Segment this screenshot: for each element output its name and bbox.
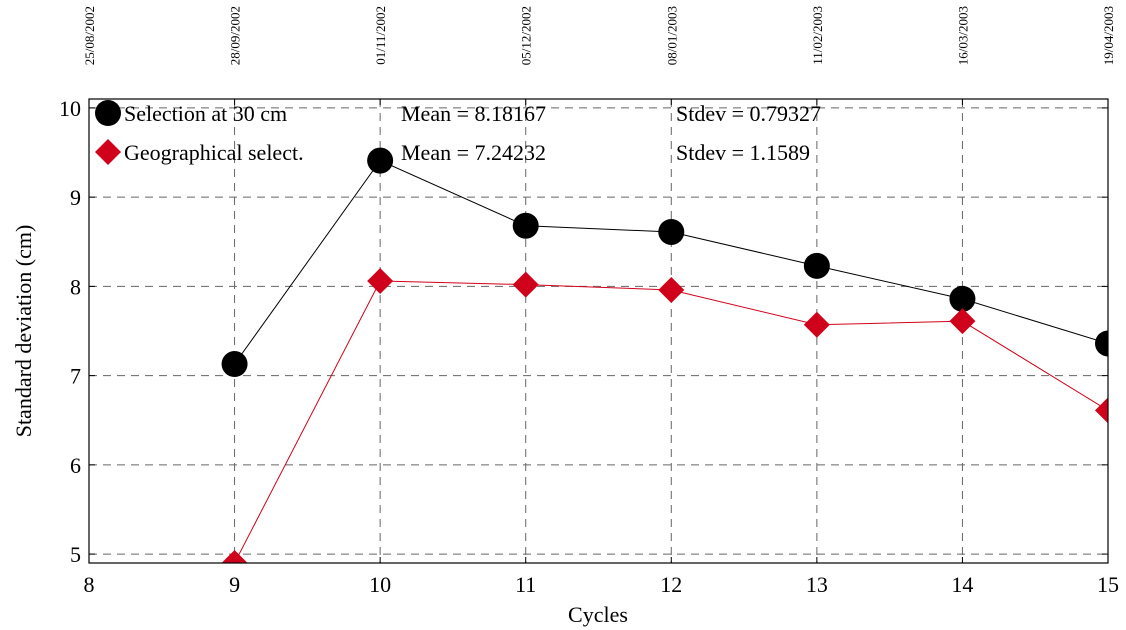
y-tick-label: 5	[70, 542, 81, 567]
x-tick-label: 9	[229, 572, 240, 597]
top-date-label: 19/04/2003	[1101, 6, 1116, 65]
top-date-label: 01/11/2002	[373, 6, 388, 65]
y-tick-label: 10	[59, 96, 81, 121]
diamond-marker	[221, 550, 248, 563]
top-date-label: 08/01/2003	[664, 6, 679, 65]
legend: Selection at 30 cm Mean = 8.18167 Stdev = …	[95, 100, 821, 165]
x-tick-label: 12	[660, 572, 682, 597]
y-tick-label: 9	[70, 185, 81, 210]
circle-marker	[658, 218, 685, 245]
diamond-marker	[512, 271, 539, 298]
plot-frame	[88, 98, 1109, 564]
top-date-label: 28/09/2002	[228, 6, 243, 65]
y-tick-label: 7	[70, 364, 81, 389]
diamond-marker	[367, 268, 394, 295]
circle-marker	[367, 147, 394, 174]
x-tick-label: 13	[806, 572, 828, 597]
axis-ticks: 8 9 10 11 12 13 14 15 5 6 7 8 9 10	[59, 96, 1119, 597]
x-tick-label: 11	[515, 572, 536, 597]
legend-series-name: Geographical select.	[124, 140, 304, 165]
series-line	[234, 159, 1108, 365]
y-axis-label: Standard deviation (cm)	[11, 225, 36, 438]
y-tick-label: 8	[70, 274, 81, 299]
x-axis-label: Cycles	[568, 602, 628, 627]
diamond-marker	[949, 308, 976, 335]
diamond-marker	[1095, 397, 1108, 424]
series-2	[221, 268, 1108, 563]
circle-marker	[512, 212, 539, 239]
x-tick-label: 14	[951, 572, 973, 597]
circle-marker	[1095, 330, 1108, 357]
legend-series-name: Selection at 30 cm	[124, 101, 287, 126]
legend-entry: Selection at 30 cm Mean = 8.18167 Stdev = …	[95, 100, 821, 126]
top-date-labels: 25/08/2002 28/09/2002 01/11/2002 05/12/2002…	[82, 6, 1116, 65]
top-date-label: 16/03/2003	[955, 6, 970, 65]
series-1	[221, 147, 1108, 378]
top-date-label: 25/08/2002	[82, 6, 97, 65]
x-tick-label: 10	[369, 572, 391, 597]
grid-lines	[88, 99, 1109, 563]
circle-marker	[803, 252, 830, 279]
legend-mean: Mean = 7.24232	[401, 140, 546, 165]
data-series	[221, 147, 1108, 563]
y-tick-label: 6	[70, 453, 81, 478]
x-tick-label: 15	[1097, 572, 1119, 597]
circle-marker	[221, 351, 248, 378]
legend-stdev: Stdev = 1.1589	[676, 140, 810, 165]
top-date-label: 05/12/2002	[519, 6, 534, 65]
top-date-label: 11/02/2003	[810, 6, 825, 65]
legend-entry: Geographical select. Mean = 7.24232 Stdev …	[95, 139, 810, 165]
legend-marker	[95, 139, 121, 165]
legend-stdev: Stdev = 0.79327	[676, 101, 821, 126]
x-tick-label: 8	[84, 572, 95, 597]
diamond-marker	[803, 311, 830, 338]
legend-mean: Mean = 8.18167	[401, 101, 546, 126]
legend-marker	[95, 100, 121, 126]
diamond-marker	[658, 276, 685, 303]
circle-marker	[949, 285, 976, 312]
